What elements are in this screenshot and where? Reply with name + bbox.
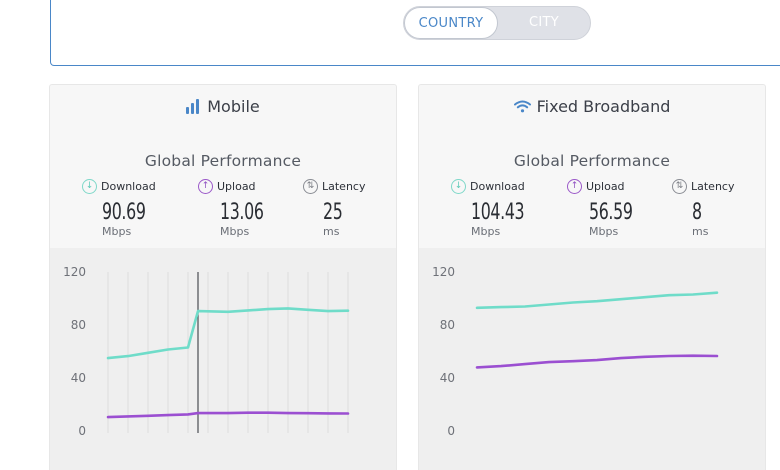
mobile-latency-value: 25 <box>323 200 343 225</box>
country-toggle-option[interactable]: COUNTRY <box>404 7 498 39</box>
latency-icon: ⇅ <box>303 178 318 194</box>
mobile-upload-value: 13.06 <box>220 200 264 225</box>
fixed-upload-value: 56.59 <box>589 200 633 225</box>
fixed-download-metric: ↓ Download 104.43 Mbps <box>451 178 561 238</box>
mobile-card-title: Mobile <box>207 97 260 116</box>
y-tick-label: 120 <box>63 265 86 279</box>
fixed-chart[interactable]: 120 80 40 0 <box>419 248 765 470</box>
mobile-chart[interactable]: 120 80 40 0 <box>50 248 396 470</box>
fixed-upload-metric: ↑ Upload 56.59 Mbps <box>567 178 677 238</box>
signal-bars-icon <box>186 99 201 114</box>
mobile-download-label: Download <box>101 179 156 193</box>
mobile-card-header: Mobile <box>50 97 396 116</box>
fixed-download-value: 104.43 <box>471 200 525 225</box>
fixed-latency-value: 8 <box>692 200 702 225</box>
mobile-download-value: 90.69 <box>102 200 146 225</box>
y-tick-label: 40 <box>71 371 86 385</box>
y-tick-label: 120 <box>432 265 455 279</box>
mobile-latency-label: Latency <box>322 179 366 193</box>
fixed-latency-metric: ⇅ Latency 8 ms <box>672 178 780 238</box>
y-tick-label: 0 <box>447 424 455 438</box>
country-city-toggle[interactable]: CITY COUNTRY <box>403 6 591 40</box>
latency-icon: ⇅ <box>672 178 687 194</box>
fixed-broadband-card: Fixed Broadband Global Performance ↓ Down… <box>418 84 766 470</box>
mobile-upload-label: Upload <box>217 179 256 193</box>
y-tick-label: 80 <box>440 318 455 332</box>
mobile-download-metric: ↓ Download 90.69 Mbps <box>82 178 192 238</box>
fixed-upload-label: Upload <box>586 179 625 193</box>
city-toggle-option[interactable]: CITY <box>529 15 559 30</box>
upload-series-line <box>475 354 719 369</box>
fixed-latency-unit: ms <box>692 225 709 238</box>
wifi-icon <box>513 100 531 113</box>
fixed-chart-area[interactable]: 120 80 40 0 <box>419 248 765 470</box>
y-tick-label: 0 <box>78 424 86 438</box>
mobile-card: Mobile Global Performance ↓ Download 90.6… <box>49 84 397 470</box>
fixed-perf-title: Global Performance <box>513 152 671 170</box>
fixed-upload-unit: Mbps <box>589 225 619 238</box>
fixed-card-header: Fixed Broadband <box>419 97 765 116</box>
download-arrow-icon: ↓ <box>82 178 97 194</box>
y-tick-label: 40 <box>440 371 455 385</box>
mobile-perf-title: Global Performance <box>144 152 302 170</box>
fixed-latency-label: Latency <box>691 179 735 193</box>
download-series-line <box>475 291 719 310</box>
fixed-card-title: Fixed Broadband <box>536 97 671 116</box>
mobile-upload-metric: ↑ Upload 13.06 Mbps <box>198 178 308 238</box>
fixed-download-unit: Mbps <box>471 225 501 238</box>
upload-arrow-icon: ↑ <box>567 178 582 194</box>
mobile-latency-metric: ⇅ Latency 25 ms <box>303 178 413 238</box>
mobile-download-unit: Mbps <box>102 225 132 238</box>
y-tick-label: 80 <box>71 318 86 332</box>
upload-arrow-icon: ↑ <box>198 178 213 194</box>
download-arrow-icon: ↓ <box>451 178 466 194</box>
fixed-download-label: Download <box>470 179 525 193</box>
mobile-upload-unit: Mbps <box>220 225 250 238</box>
mobile-latency-unit: ms <box>323 225 340 238</box>
mobile-chart-area[interactable]: 120 80 40 0 <box>50 248 396 470</box>
